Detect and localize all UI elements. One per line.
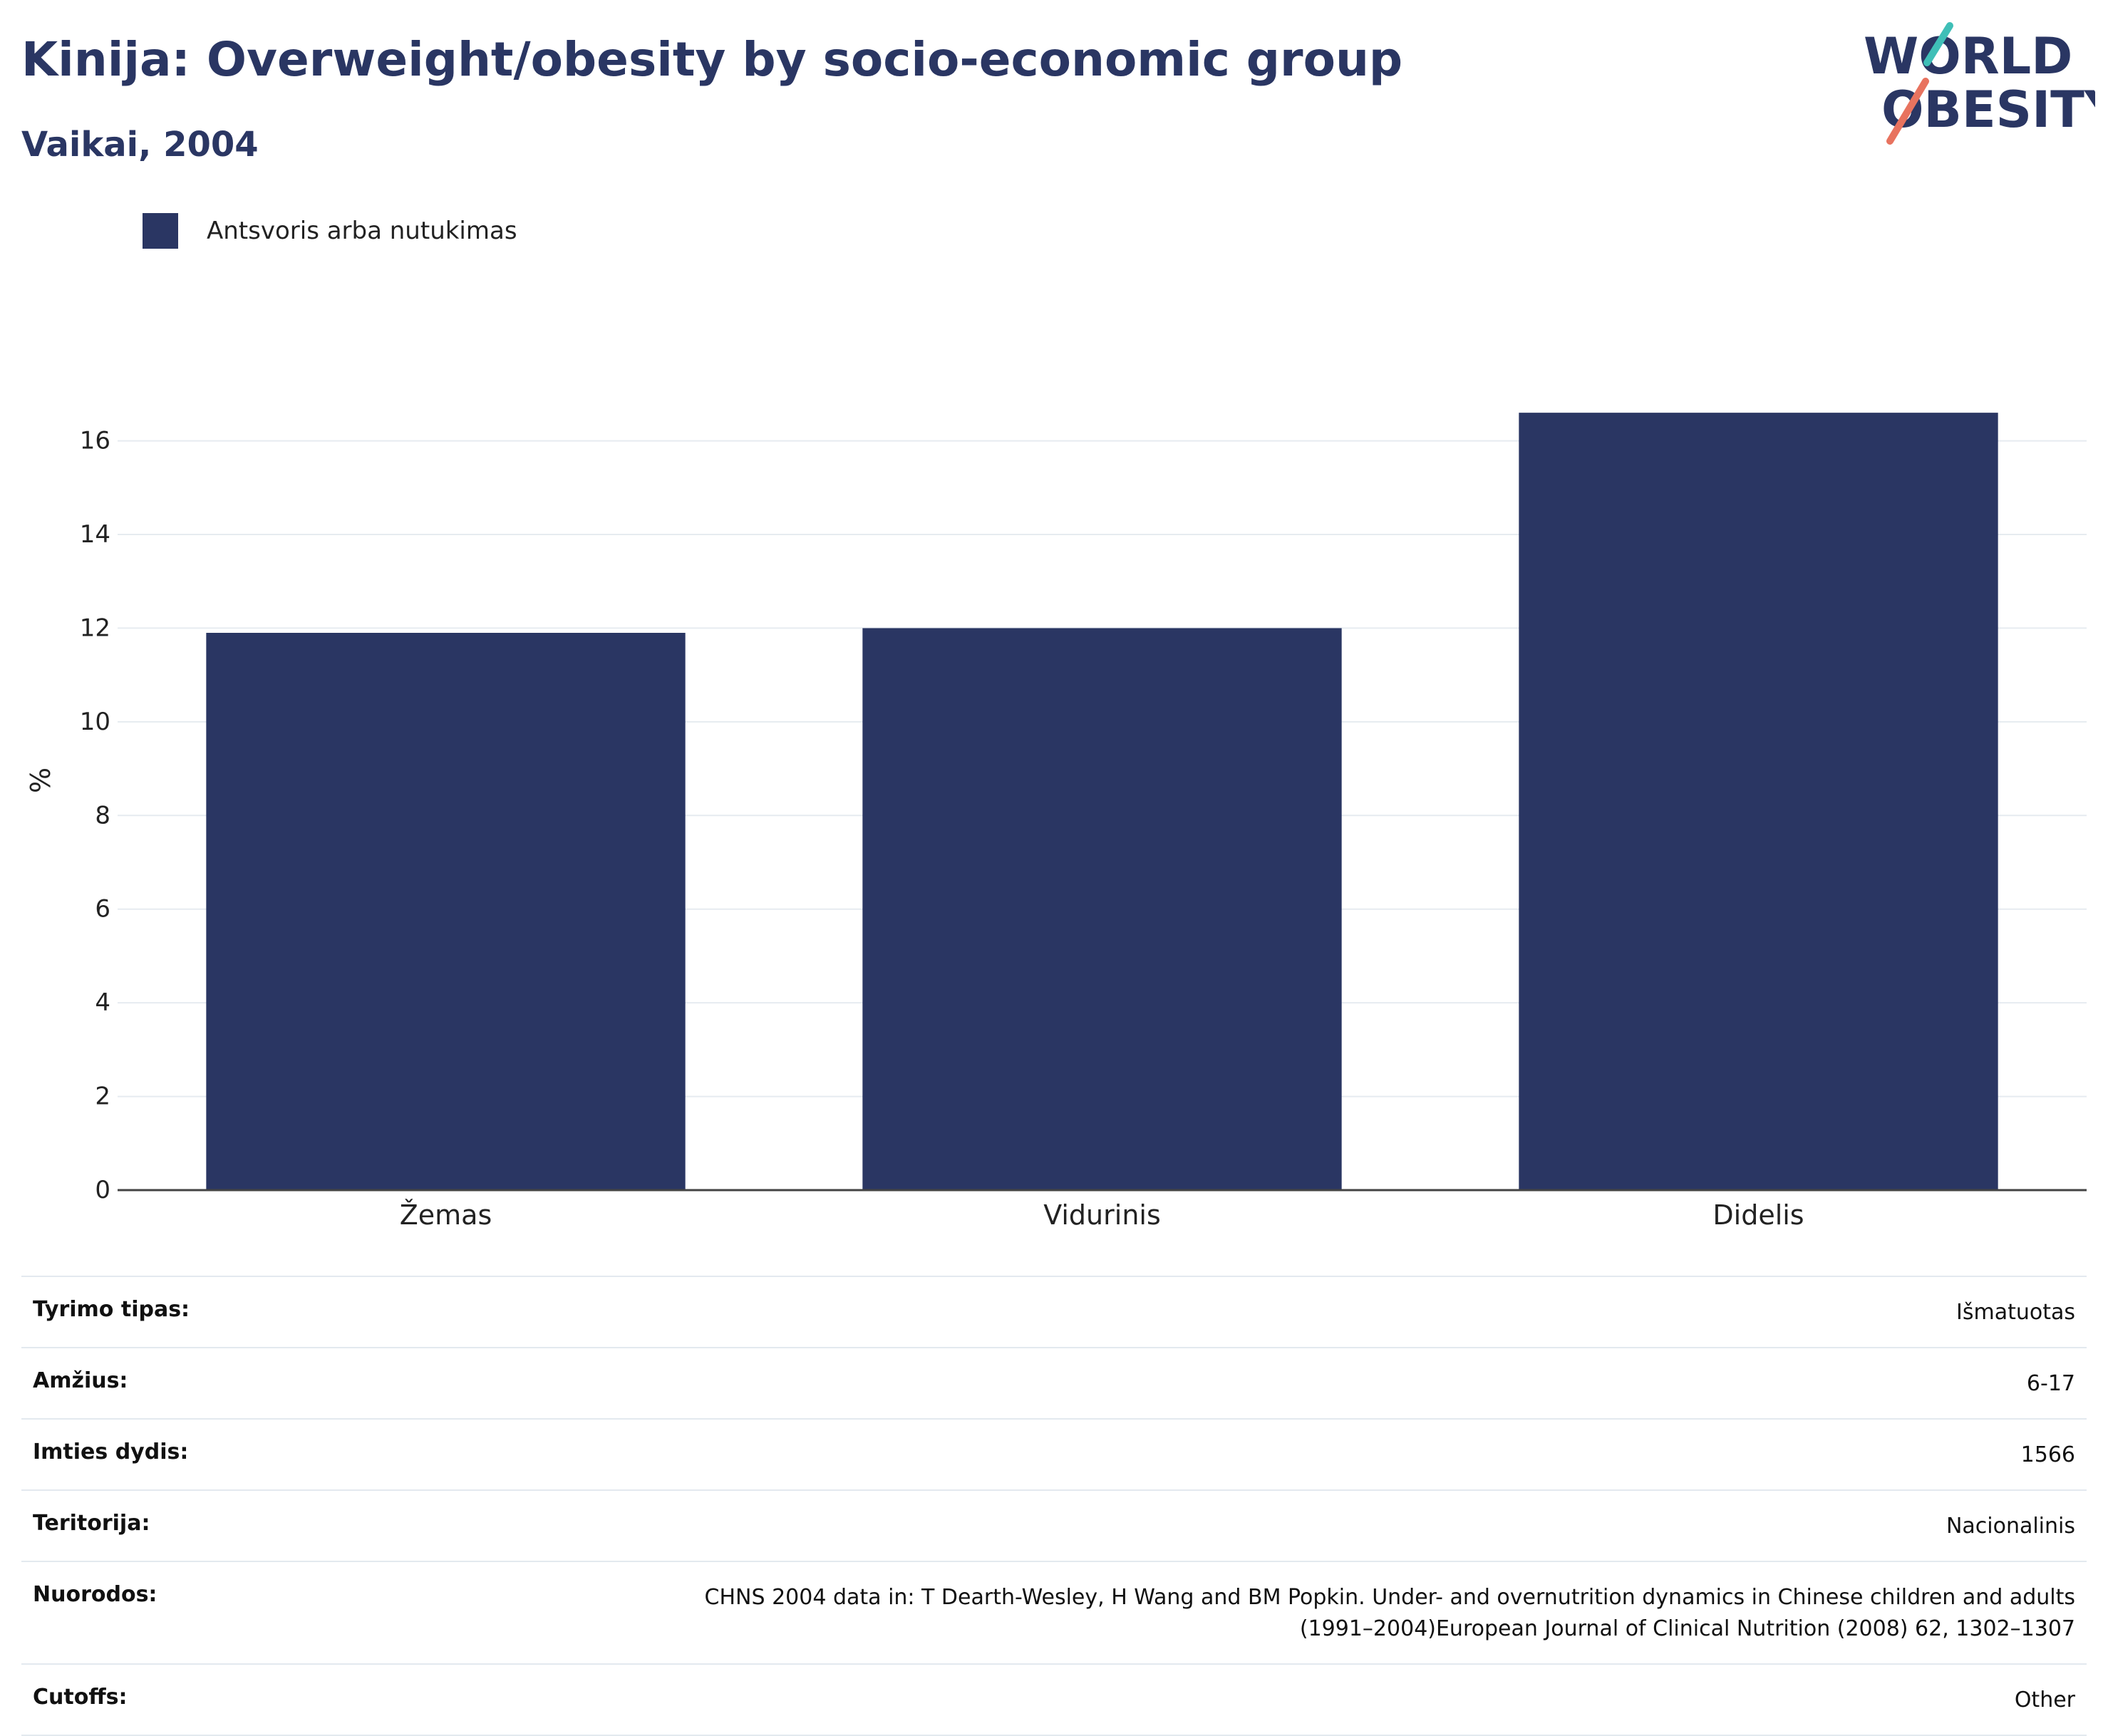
chart-legend: Antsvoris arba nutukimas xyxy=(143,211,517,251)
details-row: Imties dydis: 1566 xyxy=(21,1418,2087,1489)
y-tick-label: 12 xyxy=(80,614,110,642)
details-label: Nuorodos: xyxy=(33,1582,157,1607)
details-label: Amžius: xyxy=(33,1368,128,1393)
y-tick-label: 8 xyxy=(95,801,110,830)
details-table: Tyrimo tipas: Išmatuotas Amžius: 6-17 Imties… xyxy=(21,1276,2087,1736)
logo-slash-coral xyxy=(1886,78,1929,145)
details-row: Cutoffs: Other xyxy=(21,1663,2087,1736)
details-row: Teritorija: Nacionalinis xyxy=(21,1489,2087,1561)
y-axis-label: % xyxy=(25,768,56,793)
logo-slash-teal xyxy=(1923,22,1953,66)
details-row: Amžius: 6-17 xyxy=(21,1347,2087,1418)
world-obesity-logo: WORLD OBESITY xyxy=(1864,22,2095,145)
x-tick-label: Vidurinis xyxy=(1043,1199,1161,1231)
chart-title: Kinija: Overweight/obesity by socio-econ… xyxy=(21,32,1403,87)
details-label: Imties dydis: xyxy=(33,1440,189,1464)
details-value: Išmatuotas xyxy=(1956,1300,2075,1325)
logo-line2: OBESITY xyxy=(1881,81,2095,139)
bar xyxy=(1519,413,1998,1191)
details-label: Teritorija: xyxy=(33,1511,150,1536)
y-tick-label: 0 xyxy=(95,1176,110,1204)
details-label: Cutoffs: xyxy=(33,1685,128,1710)
details-value: Nacionalinis xyxy=(1946,1514,2075,1539)
details-label: Tyrimo tipas: xyxy=(33,1297,190,1322)
details-value: CHNS 2004 data in: T Dearth-Wesley, H Wa… xyxy=(705,1582,2075,1645)
legend-label: Antsvoris arba nutukimas xyxy=(207,217,517,245)
y-tick-label: 10 xyxy=(80,708,110,736)
reference-line: CHNS 2004 data in: T Dearth-Wesley, H Wa… xyxy=(704,1585,2075,1610)
details-row: Tyrimo tipas: Išmatuotas xyxy=(21,1276,2087,1347)
bar xyxy=(862,628,1342,1190)
x-tick-label: Žemas xyxy=(400,1199,492,1231)
x-tick-label: Didelis xyxy=(1712,1199,1804,1231)
details-value: 6-17 xyxy=(2026,1371,2075,1396)
y-tick-label: 4 xyxy=(95,988,110,1017)
details-value: Other xyxy=(2014,1688,2075,1712)
logo-line1: WORLD xyxy=(1864,27,2072,86)
legend-swatch xyxy=(143,213,178,249)
chart-subtitle: Vaikai, 2004 xyxy=(21,125,259,165)
y-tick-label: 16 xyxy=(80,427,110,455)
bar xyxy=(206,633,686,1190)
y-tick-label: 2 xyxy=(95,1083,110,1111)
details-value: 1566 xyxy=(2020,1442,2075,1467)
y-tick-label: 6 xyxy=(95,895,110,924)
bar-chart: 0 2 4 6 8 10 12 14 16% Žemas Vidurinis Didelis xyxy=(25,413,2087,1231)
details-row: Nuorodos: CHNS 2004 data in: T Dearth-Wes… xyxy=(21,1561,2087,1663)
reference-line: (1991–2004)European Journal of Clinical … xyxy=(1299,1616,2075,1641)
y-tick-label: 14 xyxy=(80,520,110,549)
